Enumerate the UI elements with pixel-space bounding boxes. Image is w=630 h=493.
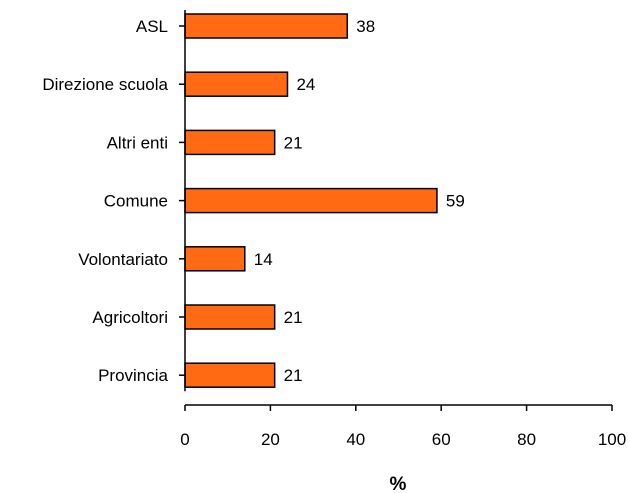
x-tick-label: 60 <box>432 430 451 449</box>
value-label-agricoltori: 21 <box>284 308 303 327</box>
bar-asl <box>184 13 349 39</box>
bar-altri-enti <box>184 129 276 156</box>
bar-provincia <box>184 362 276 388</box>
value-label-volontariato: 14 <box>254 250 273 269</box>
bar-volontariato <box>184 246 246 272</box>
bar-direzione-scuola <box>184 71 289 97</box>
category-label-altri-enti: Altri enti <box>107 133 168 152</box>
x-axis-title: % <box>390 474 407 493</box>
value-label-altri-enti: 21 <box>284 133 303 152</box>
bar-comune <box>184 187 438 214</box>
category-labels: ASL Direzione scuola Altri enti Comune Volon… <box>42 17 185 385</box>
value-labels: 38 24 21 59 14 21 21 <box>254 17 465 385</box>
value-label-direzione-scuola: 24 <box>296 75 315 94</box>
x-tick-label: 20 <box>261 430 280 449</box>
value-label-provincia: 21 <box>284 366 303 385</box>
category-label-asl: ASL <box>136 17 168 36</box>
x-tick-label: 80 <box>517 430 536 449</box>
x-tick-label: 40 <box>346 430 365 449</box>
x-tick-label: 0 <box>180 430 189 449</box>
bar-agricoltori <box>184 304 276 330</box>
value-label-comune: 59 <box>446 192 465 211</box>
bars <box>184 13 438 388</box>
x-axis-ticks: 0 20 40 60 80 100 <box>180 10 626 449</box>
category-label-provincia: Provincia <box>98 366 168 385</box>
category-label-agricoltori: Agricoltori <box>92 308 168 327</box>
x-tick-label: 100 <box>598 430 626 449</box>
value-label-asl: 38 <box>356 17 375 36</box>
category-label-volontariato: Volontariato <box>78 250 168 269</box>
category-label-comune: Comune <box>104 192 168 211</box>
category-label-direzione-scuola: Direzione scuola <box>42 75 168 94</box>
